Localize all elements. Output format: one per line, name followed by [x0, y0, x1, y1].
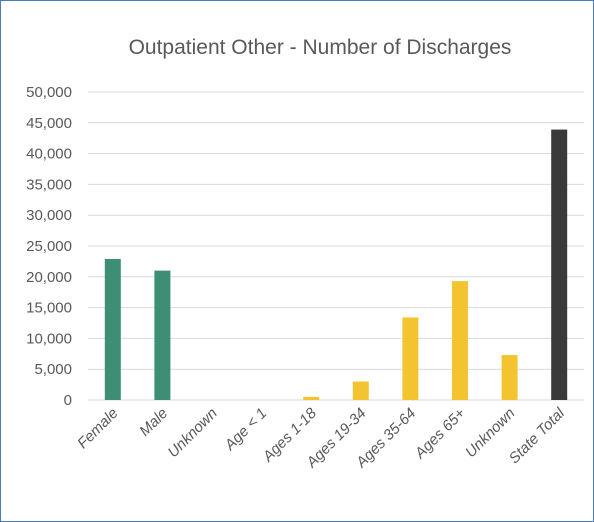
y-tick-label: 0: [64, 392, 72, 409]
x-category-label: Age < 1: [221, 405, 271, 455]
bar-ages-35-64: [402, 317, 419, 400]
bars: [104, 129, 568, 401]
bar-ages-19-34: [352, 381, 369, 400]
y-axis-ticks: 0 5,000 10,000 15,000 20,000 25,000 30,000 35,0…: [26, 84, 72, 409]
x-category-label: Unknown: [165, 405, 221, 461]
bar-ages-1-18: [303, 396, 320, 400]
y-tick-label: 10,000: [26, 330, 72, 347]
y-tick-label: 45,000: [26, 115, 72, 132]
bar-female: [104, 258, 121, 400]
y-tick-label: 40,000: [26, 146, 72, 163]
bar-male: [154, 270, 171, 400]
x-category-label: Female: [74, 405, 121, 452]
y-tick-label: 5,000: [34, 361, 72, 378]
y-tick-label: 15,000: [26, 300, 72, 317]
chart-title: Outpatient Other - Number of Discharges: [129, 36, 512, 59]
y-tick-label: 50,000: [26, 84, 72, 101]
x-category-label: Male: [136, 405, 171, 440]
y-tick-label: 35,000: [26, 176, 72, 193]
bar-ages-65: [452, 281, 468, 400]
y-tick-label: 20,000: [26, 269, 72, 286]
y-tick-label: 25,000: [26, 238, 72, 255]
bar-unknown: [501, 355, 518, 400]
bar-state-total: [551, 129, 568, 401]
gridlines: [88, 91, 584, 401]
y-tick-label: 30,000: [26, 207, 72, 224]
x-category-label: Ages 65+: [411, 405, 469, 463]
